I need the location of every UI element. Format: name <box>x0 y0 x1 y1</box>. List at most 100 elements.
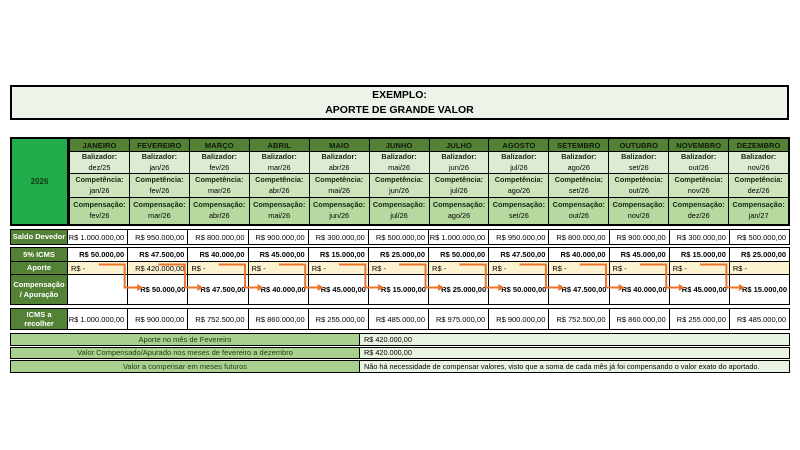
competencia-label: Competência: <box>255 174 304 184</box>
saldo-devedor-cell: R$ 950.000,00 <box>488 230 548 244</box>
month-header-cell: NOVEMBRO <box>669 139 729 152</box>
competencia-value: out/26 <box>628 185 649 195</box>
compensacao-cell: Compensação: jan/27 <box>729 198 789 224</box>
balizador-label: Balizador: <box>201 151 237 161</box>
saldo-devedor-cell: R$ 500.000,00 <box>367 230 428 244</box>
aporte-cell: R$ 420.000,00 <box>127 262 188 274</box>
competencia-value: abr/26 <box>268 185 290 195</box>
saldo-devedor-cell: R$ 900.000,00 <box>247 230 308 244</box>
balizador-label: Balizador: <box>681 151 717 161</box>
balizador-label: Balizador: <box>81 151 118 161</box>
compensacao-cell: Compensação: nov/26 <box>609 198 669 224</box>
competencia-cell: Competência: ago/26 <box>489 174 549 198</box>
competencia-label: Competência: <box>434 174 484 184</box>
icms-a-recolher-cell: R$ 255.000,00 <box>307 309 368 329</box>
compensacao-label: Compensação: <box>612 200 665 210</box>
balizador-label: Balizador: <box>621 151 657 161</box>
competencia-value: set/26 <box>568 185 589 195</box>
row-saldo-devedor: Saldo Devedor R$ 1.000.000,00 R$ 950.000,… <box>10 229 790 245</box>
aporte-cell: R$ - <box>187 262 248 274</box>
balizador-label: Balizador: <box>501 151 537 161</box>
balizador-value: ago/26 <box>567 162 590 172</box>
aporte-cell: R$ - <box>247 262 308 274</box>
balizador-value: mar/26 <box>267 162 291 172</box>
row-icms-a-recolher: ICMS a recolher R$ 1.000.000,00 R$ 900.00… <box>10 308 790 330</box>
icms-a-recolher-cell: R$ 975.000,00 <box>428 309 488 329</box>
balizador-value: jul/26 <box>510 162 528 172</box>
saldo-devedor-cell: R$ 300.000,00 <box>668 230 729 244</box>
month-header-cell: MARÇO <box>189 139 249 152</box>
compensacao-label: Compensação: <box>432 200 486 210</box>
compensacao-value: fev/26 <box>89 211 110 220</box>
icms-a-recolher-cell: R$ 1.000.000,00 <box>68 314 125 324</box>
competencia-label: Competência: <box>494 174 544 184</box>
compensacao-value: jan/27 <box>748 211 769 220</box>
compensacao-value: jul/26 <box>390 211 408 220</box>
title-line-1: EXEMPLO: <box>372 89 427 102</box>
table-header-block: 2026 JANEIRO Balizador: dez/25 Competência:… <box>10 137 790 226</box>
compensacao-label: Compensação: <box>312 200 366 210</box>
month-column-fevereiro: FEVEREIRO Balizador: jan/26 Competência: fev… <box>128 139 189 224</box>
compensacao-label: Compensação: <box>492 200 546 210</box>
balizador-value: dez/25 <box>88 162 111 172</box>
compensacao-value: ago/26 <box>447 211 471 220</box>
competencia-value: mar/26 <box>207 185 231 195</box>
competencia-cell: Competência: jun/26 <box>369 174 429 198</box>
month-column-maio: MAIO Balizador: abr/26 Competência: mai/26 Co… <box>308 139 369 224</box>
icms-a-recolher-cell: R$ 900.000,00 <box>127 309 187 329</box>
compensacao-value: nov/26 <box>627 211 650 220</box>
balizador-cell: Balizador: nov/26 <box>729 152 789 174</box>
icms-5pct-cell: R$ 15.000,00 <box>307 248 368 261</box>
summary-label: Valor Compensado/Apurado nos meses de fe… <box>11 347 360 358</box>
title-box: EXEMPLO: APORTE DE GRANDE VALOR <box>10 85 789 120</box>
balizador-cell: Balizador: dez/25 <box>70 152 129 174</box>
compensacao-cell: Compensação: jul/26 <box>369 198 429 224</box>
month-column-janeiro: JANEIRO Balizador: dez/25 Competência: jan/2… <box>69 139 129 224</box>
summary-row-compensado: Valor Compensado/Apurado nos meses de fe… <box>10 346 790 359</box>
icms-a-recolher-cell: R$ 485.000,00 <box>728 309 789 329</box>
aporte-cell: R$ - <box>307 262 368 274</box>
compensacao-cell: Compensação: out/26 <box>549 198 609 224</box>
balizador-cell: Balizador: jan/26 <box>129 152 189 174</box>
compensacao-label: Compensação: <box>193 200 246 210</box>
summary-table: Aporte no mês de Fevereiro R$ 420.000,00… <box>10 333 790 373</box>
icms-5pct-cell: R$ 40.000,00 <box>548 248 608 261</box>
competencia-label: Competência: <box>315 174 364 184</box>
month-header-cell: SETEMBRO <box>549 139 609 152</box>
compensacao-apuracao-cell: R$ 15.000,00 <box>367 275 428 304</box>
title-line-2: APORTE DE GRANDE VALOR <box>325 103 474 116</box>
competencia-value: jul/26 <box>450 185 468 195</box>
competencia-cell: Competência: mai/26 <box>309 174 369 198</box>
main-table: 2026 JANEIRO Balizador: dez/25 Competência:… <box>10 137 790 330</box>
icms-5pct-cell: R$ 25.000,00 <box>367 248 428 261</box>
month-header-cell: JULHO <box>429 139 489 152</box>
icms-5pct-cell: R$ 50.000,00 <box>79 250 125 259</box>
compensacao-value: set/26 <box>508 211 529 220</box>
row-label-aporte: Aporte <box>11 262 68 274</box>
compensacao-label: Compensação: <box>73 200 126 210</box>
month-column-março: MARÇO Balizador: fev/26 Competência: mar/26 C… <box>188 139 249 224</box>
summary-value: Não há necessidade de compensar valores,… <box>360 361 789 372</box>
competencia-cell: Competência: set/26 <box>549 174 609 198</box>
summary-row-aporte: Aporte no mês de Fevereiro R$ 420.000,00 <box>10 333 790 346</box>
compensacao-cell: Compensação: mai/26 <box>249 198 309 224</box>
competencia-label: Competência: <box>614 174 663 184</box>
balizador-label: Balizador: <box>261 151 297 161</box>
icms-a-recolher-cell: R$ 485.000,00 <box>367 309 428 329</box>
compensacao-apuracao-cell: R$ 40.000,00 <box>247 275 308 304</box>
saldo-devedor-cell: R$ 500.000,00 <box>728 230 789 244</box>
balizador-cell: Balizador: out/26 <box>669 151 729 174</box>
competencia-value: mai/26 <box>328 185 351 195</box>
middle-block: 5% ICMS R$ 50.000,00 R$ 47.500,00 R$ 40.00… <box>10 247 790 305</box>
compensacao-apuracao-cell <box>68 275 127 304</box>
summary-label: Valor a compensar em meses futuros <box>11 361 360 372</box>
balizador-value: abr/26 <box>328 162 350 172</box>
competencia-label: Competência: <box>135 174 184 184</box>
balizador-cell: Balizador: jun/26 <box>429 152 489 174</box>
icms-5pct-cell: R$ 47.500,00 <box>488 248 548 261</box>
summary-label: Aporte no mês de Fevereiro <box>11 334 360 345</box>
month-column-junho: JUNHO Balizador: mai/26 Competência: jun/26 C… <box>368 139 429 224</box>
icms-a-recolher-cell: R$ 752.500,00 <box>548 309 608 329</box>
row-label-saldo-devedor: Saldo Devedor <box>11 230 68 244</box>
